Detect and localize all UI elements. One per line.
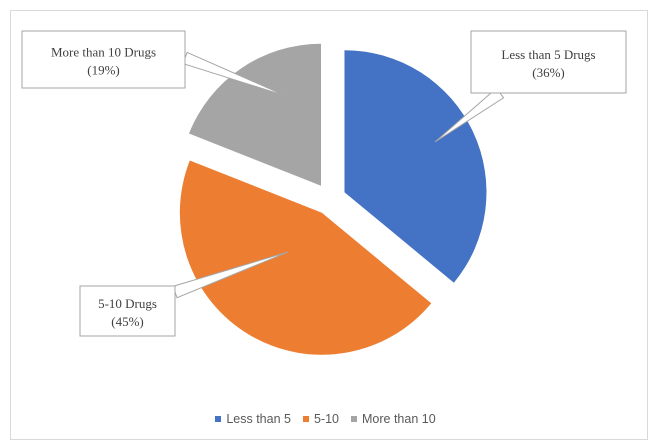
callouts: Less than 5 Drugs (36%) 5-10 Drugs (45%) Mor… bbox=[21, 30, 627, 337]
callout-more-than-10: More than 10 Drugs (19%) bbox=[21, 30, 287, 97]
callout-percent: (45%) bbox=[111, 314, 144, 329]
callout-label: 5-10 Drugs bbox=[98, 296, 157, 311]
legend-label-less-than-5: Less than 5 bbox=[226, 412, 291, 426]
pie-slice-less-than-5 bbox=[344, 50, 487, 283]
callout-5-10: 5-10 Drugs (45%) bbox=[79, 251, 289, 337]
legend-item-more-than-10: More than 10 bbox=[351, 412, 436, 426]
callout-box bbox=[470, 30, 627, 94]
callout-percent: (36%) bbox=[532, 65, 565, 80]
pie-slices bbox=[179, 43, 487, 355]
callout-box bbox=[79, 285, 176, 337]
legend-item-5-10: 5-10 bbox=[302, 412, 339, 426]
legend-swatch-less-than-5 bbox=[215, 416, 222, 422]
pie-slice-5-10 bbox=[179, 160, 432, 355]
callout-less-than-5: Less than 5 Drugs (36%) bbox=[434, 30, 627, 143]
legend-swatch-5-10 bbox=[302, 416, 309, 422]
pie-slice-more-than-10 bbox=[188, 43, 322, 186]
legend-item-less-than-5: Less than 5 bbox=[215, 412, 291, 426]
legend: Less than 5 5-10 More than 10 bbox=[0, 409, 651, 429]
callout-box bbox=[21, 30, 186, 89]
callout-percent: (19%) bbox=[87, 63, 120, 78]
callout-label: More than 10 Drugs bbox=[51, 45, 156, 60]
legend-label-more-than-10: More than 10 bbox=[362, 412, 436, 426]
legend-swatch-more-than-10 bbox=[351, 416, 357, 422]
callout-label: Less than 5 Drugs bbox=[501, 47, 595, 62]
legend-label-5-10: 5-10 bbox=[313, 412, 339, 426]
